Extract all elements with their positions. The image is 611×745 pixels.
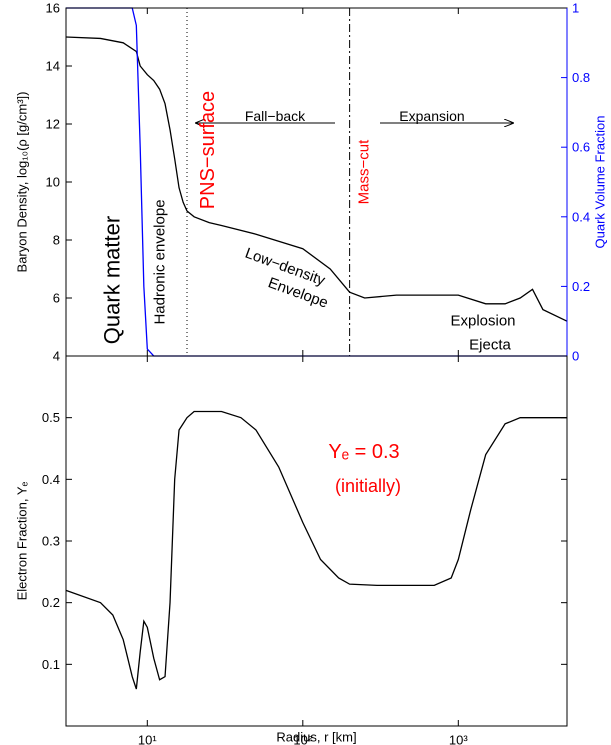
y-tick-label: 4 (53, 349, 60, 364)
x-axis-label: Radius, r [km] (276, 730, 356, 745)
x-tick-label: 10² (293, 733, 312, 745)
annotation: Mass−cut (356, 139, 373, 204)
y2-tick-label: 0.6 (572, 140, 590, 155)
annotation: Expansion (399, 108, 464, 124)
series-line (66, 7, 567, 357)
y2-tick-label: 1 (572, 1, 579, 16)
y-tick-label: 10 (46, 175, 60, 190)
x-tick-label: 10³ (449, 733, 468, 745)
y-tick-label: 6 (53, 291, 60, 306)
annotation: Ejecta (469, 337, 511, 354)
y-axis-label: Electron Fraction, Yₑ (15, 481, 30, 600)
y-tick-label: 12 (46, 117, 60, 132)
y-tick-label: 0.3 (42, 534, 60, 549)
annotation: PNS−surface (197, 91, 219, 209)
y2-tick-label: 0.2 (572, 279, 590, 294)
series-line (65, 36, 568, 322)
y-tick-label: 0.2 (42, 595, 60, 610)
y-tick-label: 8 (53, 233, 60, 248)
y-tick-label: 14 (46, 59, 60, 74)
y2-axis-label: Quark Volume Fraction (593, 116, 608, 249)
plot-frame (65, 355, 568, 727)
annotation: Fall−back (245, 108, 306, 124)
annotation: (initially) (335, 476, 401, 496)
y2-tick-label: 0.4 (572, 209, 590, 224)
annotation: Yₑ = 0.3 (328, 441, 399, 463)
annotation: Explosion (450, 313, 515, 330)
y-axis-label: Baryon Density, log₁₀(ρ [g/cm³]) (15, 92, 30, 273)
annotation: Quark matter (100, 216, 125, 344)
y2-tick-label: 0 (572, 349, 579, 364)
y-tick-label: 0.4 (42, 472, 60, 487)
annotation: Hadronic envelope (152, 199, 169, 324)
x-tick-label: 10¹ (138, 733, 157, 745)
y-tick-label: 0.5 (42, 410, 60, 425)
y-tick-label: 0.1 (42, 657, 60, 672)
y2-tick-label: 0.8 (572, 70, 590, 85)
y-tick-label: 16 (46, 1, 60, 16)
series-line (65, 410, 567, 690)
